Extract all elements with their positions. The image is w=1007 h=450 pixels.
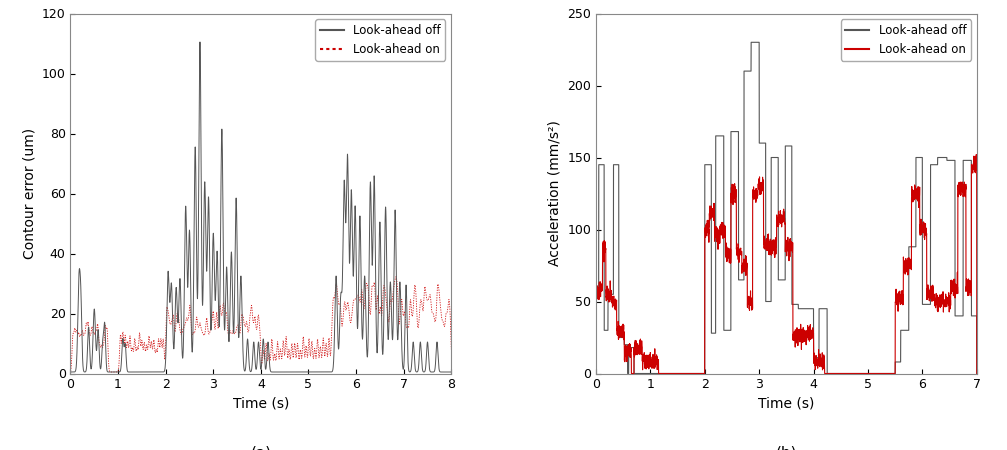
Legend: Look-ahead off, Look-ahead on: Look-ahead off, Look-ahead on — [315, 19, 445, 61]
Y-axis label: Contour error (um): Contour error (um) — [22, 128, 36, 259]
X-axis label: Time (s): Time (s) — [758, 397, 815, 411]
Legend: Look-ahead off, Look-ahead on: Look-ahead off, Look-ahead on — [841, 19, 971, 61]
X-axis label: Time (s): Time (s) — [233, 397, 289, 411]
Text: (b): (b) — [775, 446, 798, 450]
Text: (a): (a) — [251, 446, 272, 450]
Y-axis label: Acceleration (mm/s²): Acceleration (mm/s²) — [548, 121, 562, 266]
